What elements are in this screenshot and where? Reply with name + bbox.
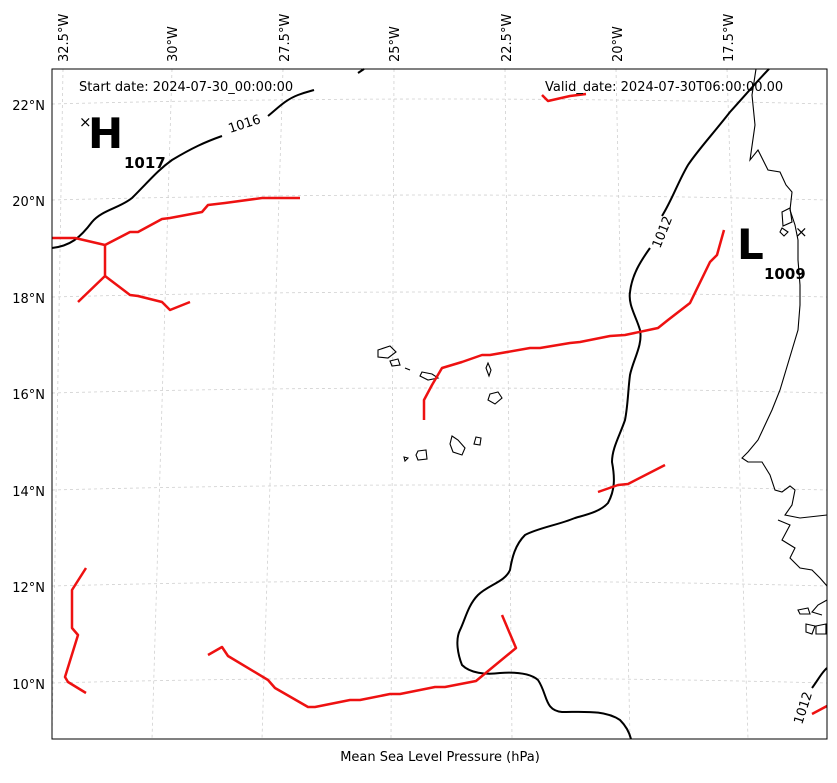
island-outline — [815, 623, 827, 635]
island-outline — [805, 623, 816, 635]
center-marker-icon: × — [79, 113, 92, 131]
meridian-line — [151, 68, 173, 740]
meridian-line — [615, 68, 631, 740]
lat-tick-label: 18°N — [12, 292, 45, 307]
isobar-1016 — [357, 68, 365, 74]
africa-coastline — [741, 68, 828, 519]
parallel-line — [51, 387, 828, 394]
island-outline — [781, 207, 793, 227]
island-outline — [487, 391, 503, 405]
isobar-1012 — [661, 68, 770, 217]
lat-tick-label: 16°N — [12, 388, 45, 403]
parallel-line — [51, 484, 828, 491]
island-outline — [797, 607, 811, 615]
lat-tick-label: 22°N — [12, 99, 45, 114]
lon-tick-label: 22.5°W — [500, 14, 515, 62]
isobar-1012 — [811, 667, 828, 689]
island-outline — [473, 436, 482, 446]
trough-line — [77, 245, 107, 303]
lon-tick-label: 17.5°W — [722, 14, 737, 62]
parallel-line — [51, 291, 828, 298]
island-outline — [404, 367, 411, 371]
meridian-line — [726, 68, 749, 740]
island-outline — [449, 435, 466, 456]
trough-line — [422, 229, 726, 420]
parallel-line — [51, 580, 828, 587]
trough-line — [52, 196, 300, 247]
trough-lines — [52, 92, 828, 716]
isobar-label: 1016 — [227, 112, 263, 136]
isobar-1016 — [51, 135, 223, 249]
trough-line — [104, 275, 191, 312]
meridian-line — [390, 68, 395, 740]
island-outline — [377, 345, 397, 359]
isobar-1016 — [267, 89, 315, 117]
africa-coastline — [811, 599, 828, 616]
coastlines — [377, 68, 828, 635]
lon-tick-label: 20°W — [611, 26, 626, 62]
graticule — [51, 68, 828, 740]
island-outline — [779, 227, 789, 237]
center-marker-icon: × — [795, 223, 808, 241]
isobars — [51, 68, 828, 740]
isobar-label: 1012 — [650, 214, 676, 250]
low-pressure-letter: L — [737, 220, 764, 269]
high-pressure-value: 1017 — [124, 154, 166, 172]
map-frame — [51, 68, 828, 740]
map-caption: Mean Sea Level Pressure (hPa) — [340, 750, 540, 765]
lat-tick-label: 14°N — [12, 485, 45, 500]
trough-line — [597, 463, 666, 494]
lon-tick-label: 27.5°W — [278, 14, 293, 62]
lat-tick-label: 12°N — [12, 581, 45, 596]
island-outline — [389, 358, 401, 367]
parallel-line — [51, 677, 828, 684]
lat-tick-label: 10°N — [12, 678, 45, 693]
valid-date-label: Valid_date: 2024-07-30T06:00:00.00 — [545, 80, 783, 95]
isobar-label: 1012 — [792, 690, 816, 726]
trough-line — [207, 614, 518, 709]
lon-tick-label: 30°W — [166, 26, 181, 62]
lat-tick-label: 20°N — [12, 195, 45, 210]
trough-line — [63, 567, 88, 695]
island-outline — [403, 456, 410, 463]
meridian-line — [51, 68, 64, 740]
parallel-line — [51, 98, 828, 105]
parallel-line — [51, 194, 828, 201]
high-pressure-letter: H — [88, 109, 123, 158]
island-outline — [419, 371, 440, 381]
lon-tick-label: 25°W — [388, 26, 403, 62]
meridian-line — [261, 68, 284, 740]
isobar-1012 — [456, 247, 651, 740]
lon-tick-label: 32.5°W — [57, 14, 72, 62]
trough-line — [811, 704, 828, 716]
low-pressure-value: 1009 — [764, 265, 806, 283]
island-outline — [485, 361, 492, 378]
island-outline — [415, 449, 428, 461]
meridian-line — [504, 68, 513, 740]
start-date-label: Start date: 2024-07-30_00:00:00 — [79, 80, 293, 95]
africa-coastline — [777, 519, 828, 587]
trough-line — [541, 92, 587, 103]
